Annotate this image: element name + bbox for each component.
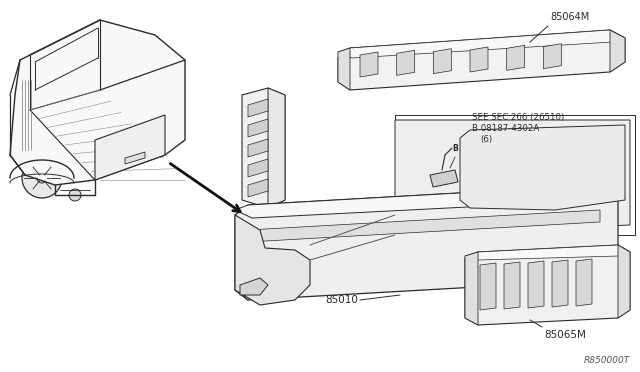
Text: B 08187-4302A: B 08187-4302A — [472, 124, 540, 133]
Polygon shape — [338, 30, 625, 90]
Polygon shape — [465, 245, 630, 260]
Circle shape — [538, 225, 552, 239]
Text: 85010: 85010 — [325, 295, 358, 305]
Polygon shape — [10, 20, 185, 185]
Polygon shape — [248, 159, 268, 177]
Text: 85065M: 85065M — [544, 330, 586, 340]
Polygon shape — [528, 261, 544, 308]
Circle shape — [605, 151, 615, 161]
Polygon shape — [552, 260, 568, 307]
Polygon shape — [248, 210, 600, 242]
Text: SEE SEC.266 (26510): SEE SEC.266 (26510) — [472, 113, 564, 122]
Polygon shape — [470, 47, 488, 72]
Circle shape — [254, 286, 262, 294]
Circle shape — [423, 235, 437, 249]
Polygon shape — [618, 245, 630, 318]
Circle shape — [303, 245, 317, 259]
Polygon shape — [338, 48, 350, 90]
Polygon shape — [248, 139, 268, 157]
Polygon shape — [248, 99, 268, 117]
Polygon shape — [338, 30, 625, 58]
Circle shape — [22, 158, 62, 198]
Text: 85064M: 85064M — [550, 12, 589, 22]
Polygon shape — [360, 52, 378, 77]
Text: (6): (6) — [480, 135, 492, 144]
Polygon shape — [235, 185, 618, 218]
Polygon shape — [460, 125, 625, 210]
Polygon shape — [430, 170, 458, 187]
Circle shape — [525, 157, 535, 167]
Polygon shape — [268, 88, 285, 208]
Circle shape — [603, 273, 627, 297]
Circle shape — [244, 282, 260, 298]
Polygon shape — [465, 245, 630, 325]
Polygon shape — [433, 49, 451, 74]
Polygon shape — [504, 262, 520, 309]
Polygon shape — [248, 179, 268, 197]
Circle shape — [363, 240, 377, 254]
Polygon shape — [397, 50, 415, 76]
Circle shape — [37, 173, 47, 183]
Polygon shape — [248, 119, 268, 137]
Circle shape — [254, 276, 262, 284]
Circle shape — [254, 266, 262, 274]
Polygon shape — [507, 45, 525, 70]
Circle shape — [69, 189, 81, 201]
Polygon shape — [235, 215, 310, 305]
Polygon shape — [465, 252, 478, 325]
Text: R850000T: R850000T — [584, 356, 630, 365]
Circle shape — [565, 154, 575, 164]
Text: B: B — [452, 144, 458, 153]
Circle shape — [483, 230, 497, 244]
Polygon shape — [240, 278, 268, 295]
Polygon shape — [242, 88, 285, 208]
Polygon shape — [610, 30, 625, 72]
Polygon shape — [95, 115, 165, 180]
Circle shape — [485, 160, 495, 170]
Polygon shape — [395, 120, 630, 228]
Circle shape — [248, 286, 256, 294]
Circle shape — [446, 139, 464, 157]
Polygon shape — [480, 263, 496, 310]
Polygon shape — [576, 259, 592, 306]
Circle shape — [427, 182, 443, 198]
Polygon shape — [125, 152, 145, 164]
Polygon shape — [543, 44, 561, 69]
Polygon shape — [235, 185, 618, 300]
